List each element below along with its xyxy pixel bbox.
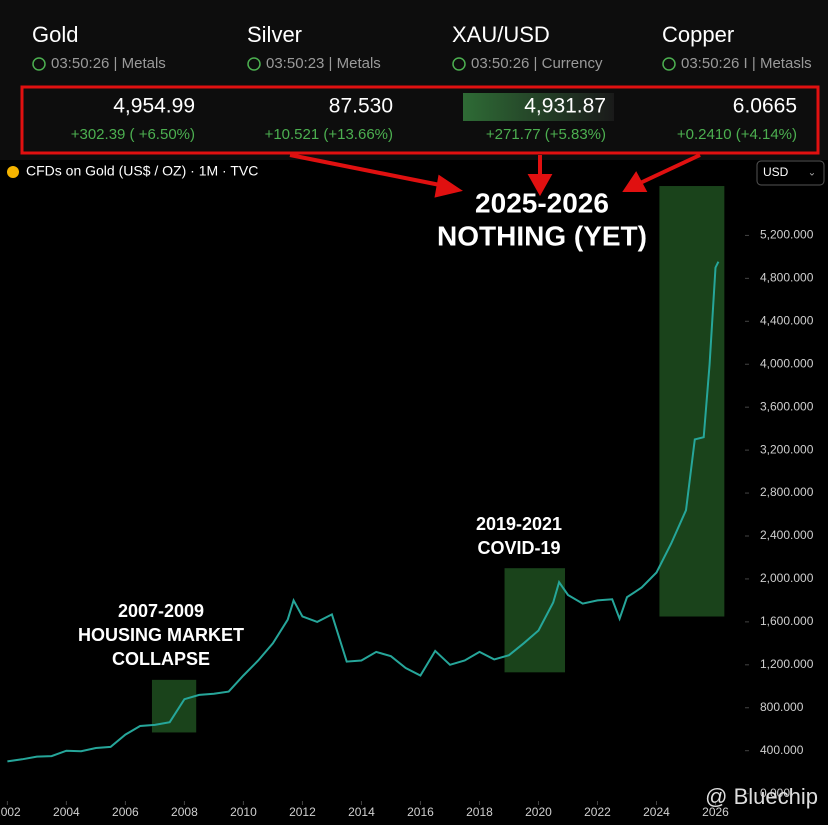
dropdown-caret: ⌄	[808, 168, 816, 179]
x-tick-label: 2012	[289, 805, 316, 819]
ticker-panel	[0, 0, 828, 160]
ticker-meta: 03:50:26 | Metals	[51, 55, 166, 72]
y-tick-label: 2,000.000	[760, 571, 814, 585]
annotation: 2007-2009	[118, 601, 204, 621]
currency-select[interactable]	[756, 160, 825, 186]
y-tick-label: 4,400.000	[760, 313, 814, 327]
clock-icon	[452, 57, 466, 71]
price: 4,954.99	[113, 95, 195, 118]
arrows	[289, 153, 701, 198]
y-tick-label: 3,600.000	[760, 399, 814, 413]
watermark: @ Bluechip	[705, 784, 818, 809]
annotation: 2025-2026	[475, 187, 609, 218]
chart: 0.000 400.000 800.000 1,200.000 1,600.000 2,0…	[0, 186, 814, 819]
ticker-name: Copper	[662, 22, 734, 47]
x-tick-label: 2024	[643, 805, 670, 819]
price-flash	[463, 93, 614, 121]
ticker-name: Gold	[32, 22, 78, 47]
ticker-meta: 03:50:26 I | Metasls	[681, 55, 812, 72]
ticker-name: Silver	[247, 22, 302, 47]
y-tick-label: 3,200.000	[760, 442, 814, 456]
price: 6.0665	[733, 95, 797, 118]
x-tick-label: 2016	[407, 805, 434, 819]
y-tick-label: 1,200.000	[760, 657, 814, 671]
x-tick-label: 2010	[230, 805, 257, 819]
highlight-region	[504, 568, 566, 673]
y-tick-label: 1,600.000	[760, 614, 814, 628]
y-tick-label: 800.000	[760, 700, 804, 714]
price: 87.530	[329, 95, 393, 118]
price-line	[7, 261, 720, 763]
category: Currency	[542, 55, 603, 72]
clock-icon	[247, 57, 261, 71]
x-tick-label: 2004	[53, 805, 80, 819]
y-tick-label: 4,000.000	[760, 356, 814, 370]
x-tick-label: 2026	[702, 805, 729, 819]
ticker-meta: 03:50:23 | Metals	[266, 55, 381, 72]
y-tick-label: 5,200.000	[760, 228, 814, 242]
clock-icon	[662, 57, 676, 71]
price: 4,931.87	[524, 95, 606, 118]
category: Metals	[122, 55, 166, 72]
x-tick-label: 2014	[348, 805, 375, 819]
y-tick-label: 2,400.000	[760, 528, 814, 542]
currency[interactable]: USD	[763, 165, 789, 179]
clock-icon	[32, 57, 46, 71]
time: 03:50:26 I	[681, 55, 748, 72]
x-tick-label: 2018	[466, 805, 493, 819]
x-tick-label: 2020	[525, 805, 552, 819]
annotation: HOUSING MARKET	[78, 625, 244, 645]
change: +0.2410 (+4.14%)	[677, 126, 797, 143]
annotation: NOTHING (YET)	[437, 220, 647, 251]
time: 03:50:26	[51, 55, 109, 72]
y-tick-label: 4,800.000	[760, 271, 814, 285]
change: +271.77 (+5.83%)	[486, 126, 606, 143]
ticker-meta: 03:50:26 | Currency	[471, 55, 603, 72]
y-tick-label: 0.000	[760, 786, 790, 800]
time: 03:50:23	[266, 55, 324, 72]
x-tick-label: 2006	[112, 805, 139, 819]
x-tick-label: 2022	[584, 805, 611, 819]
chart-title: CFDs on Gold (US$ / OZ) · 1M · TVC	[26, 163, 258, 179]
x-tick-label: 2008	[171, 805, 198, 819]
y-tick-label: 400.000	[760, 743, 804, 757]
y-tick-label: 2,800.000	[760, 485, 814, 499]
change: +302.39 ( +6.50%)	[71, 126, 195, 143]
time: 03:50:26	[471, 55, 529, 72]
category: Metals	[337, 55, 381, 72]
annotation: COVID-19	[477, 538, 560, 558]
annotation: 2019-2021	[476, 514, 562, 534]
ticker-name: XAU/USD	[452, 22, 550, 47]
icon	[7, 166, 19, 178]
category: Metasls	[760, 55, 812, 72]
highlight-box	[20, 85, 820, 155]
change: +10.521 (+13.66%)	[265, 126, 393, 143]
x-tick-label: 2002	[0, 805, 21, 819]
annotation: COLLAPSE	[112, 649, 210, 669]
highlight-region	[659, 186, 725, 617]
